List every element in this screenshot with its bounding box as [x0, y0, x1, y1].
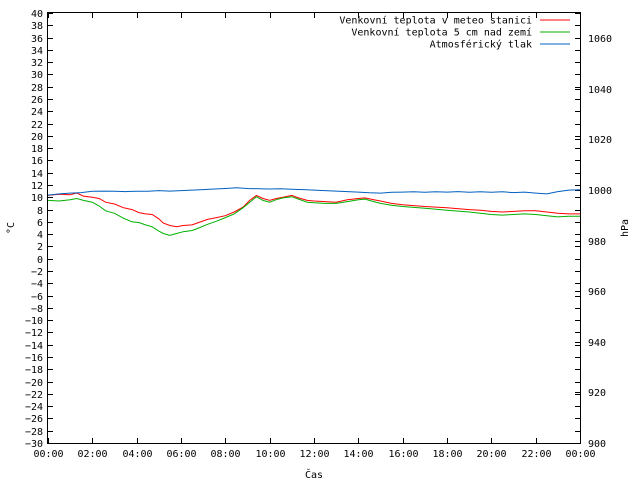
x-tick-label: 22:00	[521, 449, 551, 460]
y-tick-label: −16	[25, 353, 43, 364]
x-tick-label: 02:00	[77, 449, 107, 460]
y2-tick-label: 1060	[588, 34, 612, 45]
y-tick-label: −10	[25, 316, 43, 327]
legend-label-3: Atmosférický tlak	[430, 39, 532, 51]
y-tick-label: 36	[31, 34, 43, 45]
y-tick-label: 32	[31, 58, 43, 69]
y2-tick-label: 1040	[588, 85, 612, 96]
y-tick-label: 18	[31, 144, 43, 155]
y-tick-label: 2	[37, 242, 43, 253]
y2-tick-label: 1000	[588, 186, 612, 197]
x-axis-ticks: 00:00 02:00 04:00 06:00 08:00 10:00 12:00 14:00…	[33, 13, 596, 460]
y2-tick-label: 940	[588, 338, 606, 349]
y2-axis-label: hPa	[620, 219, 631, 237]
y-tick-label: 12	[31, 181, 43, 192]
right-axis-ticks: 1060 1040 1020 1000 980 960 940 920 900	[575, 34, 612, 450]
y2-tick-label: 920	[588, 388, 606, 399]
y-tick-label: −4	[31, 279, 43, 290]
y-tick-label: −22	[25, 390, 43, 401]
y-tick-label: −24	[25, 402, 43, 413]
plot-frame	[47, 12, 581, 444]
y-tick-label: 6	[37, 218, 43, 229]
left-axis-ticks: 4038363432302826242220181614121086420−2−…	[25, 9, 580, 450]
y2-tick-label: 1020	[588, 135, 612, 146]
y-tick-label: −14	[25, 341, 43, 352]
series-line-3	[47, 187, 581, 196]
x-tick-label: 06:00	[166, 449, 196, 460]
y-tick-label: 30	[31, 70, 43, 81]
legend-label-2: Venkovní teplota 5 cm nad zemí	[351, 27, 532, 39]
x-tick-label: 20:00	[476, 449, 506, 460]
y-tick-label: −28	[25, 427, 43, 438]
y-tick-label: −8	[31, 304, 43, 315]
y2-tick-label: 960	[588, 287, 606, 298]
y-tick-label: 24	[31, 107, 43, 118]
legend: Venkovní teplota v meteo staniciVenkovní…	[339, 15, 570, 51]
x-tick-label: 00:00	[33, 449, 63, 460]
series-line-2	[47, 196, 580, 236]
y-tick-label: 20	[31, 132, 43, 143]
x-tick-label: 08:00	[210, 449, 240, 460]
x-tick-label: 10:00	[255, 449, 285, 460]
y-tick-label: 8	[37, 206, 43, 217]
y-tick-label: −12	[25, 328, 43, 339]
y-tick-label: 10	[31, 193, 43, 204]
y2-tick-label: 980	[588, 237, 606, 248]
x-tick-label: 14:00	[343, 449, 373, 460]
y-tick-label: 38	[31, 21, 43, 32]
y-tick-label: −30	[25, 439, 43, 450]
y-tick-label: −2	[31, 267, 43, 278]
x-axis-label: Čas	[305, 468, 323, 480]
y2-tick-label: 900	[588, 439, 606, 450]
legend-label-1: Venkovní teplota v meteo stanici	[339, 15, 532, 27]
y-tick-label: −6	[31, 292, 43, 303]
y-tick-label: 26	[31, 95, 43, 106]
x-tick-label: 04:00	[122, 449, 152, 460]
y-tick-label: 34	[31, 46, 43, 57]
y-tick-label: −18	[25, 365, 43, 376]
series-line-1	[47, 192, 580, 228]
y-tick-label: 40	[31, 9, 43, 20]
y-tick-label: 22	[31, 120, 43, 131]
y-tick-label: 4	[37, 230, 43, 241]
x-tick-label: 16:00	[388, 449, 418, 460]
x-tick-label: 12:00	[299, 449, 329, 460]
y-tick-label: 0	[37, 255, 43, 266]
y-axis-label: °C	[6, 222, 17, 234]
y-tick-label: 16	[31, 156, 43, 167]
y-tick-label: 28	[31, 83, 43, 94]
y-tick-label: −20	[25, 378, 43, 389]
x-tick-label: 00:00	[565, 449, 595, 460]
x-tick-label: 18:00	[432, 449, 462, 460]
y-tick-label: 14	[31, 169, 43, 180]
plot-series	[47, 187, 581, 236]
y-tick-label: −26	[25, 414, 43, 425]
